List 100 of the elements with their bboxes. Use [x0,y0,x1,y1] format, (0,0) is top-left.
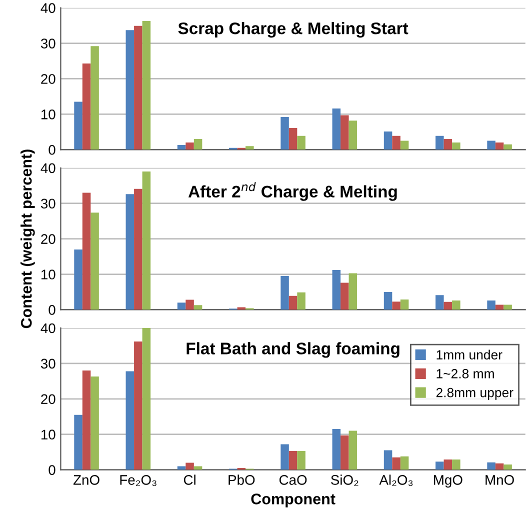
bar [384,292,392,310]
y-tick-label: 20 [41,234,56,244]
bar [82,192,91,310]
bar [142,328,151,470]
y-tick-label: 30 [40,198,56,209]
x-tick-label: Cl [184,474,196,485]
bar [177,302,186,310]
bar [126,194,134,310]
bar [194,139,202,150]
bar [142,20,151,150]
y-tick-label: 30 [40,358,56,369]
x-tick-label: ZnO [73,475,100,485]
bar [297,292,306,310]
bar [134,26,142,150]
bar [134,188,142,310]
bar [177,145,186,150]
x-tick-label: Fe₂O₃ [120,475,156,486]
bar [194,305,202,310]
bar [280,444,289,470]
bar [332,108,341,150]
bar [332,270,341,310]
bar [384,132,392,150]
bar [186,462,194,470]
bar [90,376,99,470]
bar [444,302,452,310]
y-tick-label: 10 [41,110,56,120]
text: Flat Bath and Slag foaming [186,342,400,358]
bar [186,300,194,310]
bar [340,435,349,470]
bar [436,462,444,470]
bar [126,371,134,470]
y-tick-label: 0 [48,465,56,475]
y-tick-label: 10 [41,430,56,440]
text: Scrap Charge & Melting Start [178,22,408,38]
bar [495,142,504,150]
bar [400,140,409,150]
legend-label: 2.8mm upper [436,388,514,400]
y-tick-label: 20 [41,74,56,84]
bar [74,102,82,150]
bar [495,463,504,470]
x-tick-label: MgO [434,475,462,488]
bar [487,462,496,470]
bar [400,299,409,310]
bar [348,430,358,470]
y-tick-label: 40 [40,323,56,334]
bar [444,460,452,470]
bar [280,117,289,150]
y-tick-label: 0 [48,144,56,155]
x-tick-label: Al₂O₃ [379,474,413,486]
bar [452,460,460,470]
bar [90,46,99,150]
bar [340,282,349,310]
bar [444,139,452,150]
bar [392,457,400,470]
bar [297,136,306,150]
bar [90,212,99,310]
bar [82,370,91,470]
text: After 2$^{nd}$ Charge & Melting [188,182,397,201]
bar [134,341,142,470]
y-tick-label: 40 [40,3,56,13]
bar [246,146,254,150]
bar [74,414,82,470]
legend-label: 1~2.8 mm [436,369,494,378]
bar [297,451,306,470]
legend-label: 1mm under [436,350,502,360]
bar [348,120,358,150]
bar [126,30,134,150]
bar [436,136,444,150]
x-tick-label: CaO [279,475,307,485]
bar [288,451,298,470]
bar [487,300,496,310]
bar [452,300,460,310]
bar [487,140,496,150]
bar [384,450,392,470]
bar [504,144,512,150]
bar [288,296,298,310]
bar [452,142,460,150]
y-axis-title: Content (weight percent) [20,150,35,328]
bar [74,249,82,310]
bar [504,464,512,470]
x-tick-label: PbO [228,474,255,485]
bar [142,171,151,310]
y-tick-label: 10 [41,270,56,280]
bar [237,307,246,310]
y-tick-label: 20 [41,394,56,404]
bar [186,142,194,150]
bar [340,115,349,150]
bar [82,63,91,150]
y-tick-label: 30 [40,38,56,48]
bar [400,456,409,470]
bar [392,136,400,150]
x-tick-label: SiO₂ [331,474,358,486]
bar [280,276,289,310]
bar [504,304,512,310]
bar [436,295,444,310]
x-axis-title: Component [251,494,336,508]
bar [392,302,400,310]
bar [348,273,358,310]
bar [332,429,341,470]
y-tick-label: 0 [48,305,56,315]
